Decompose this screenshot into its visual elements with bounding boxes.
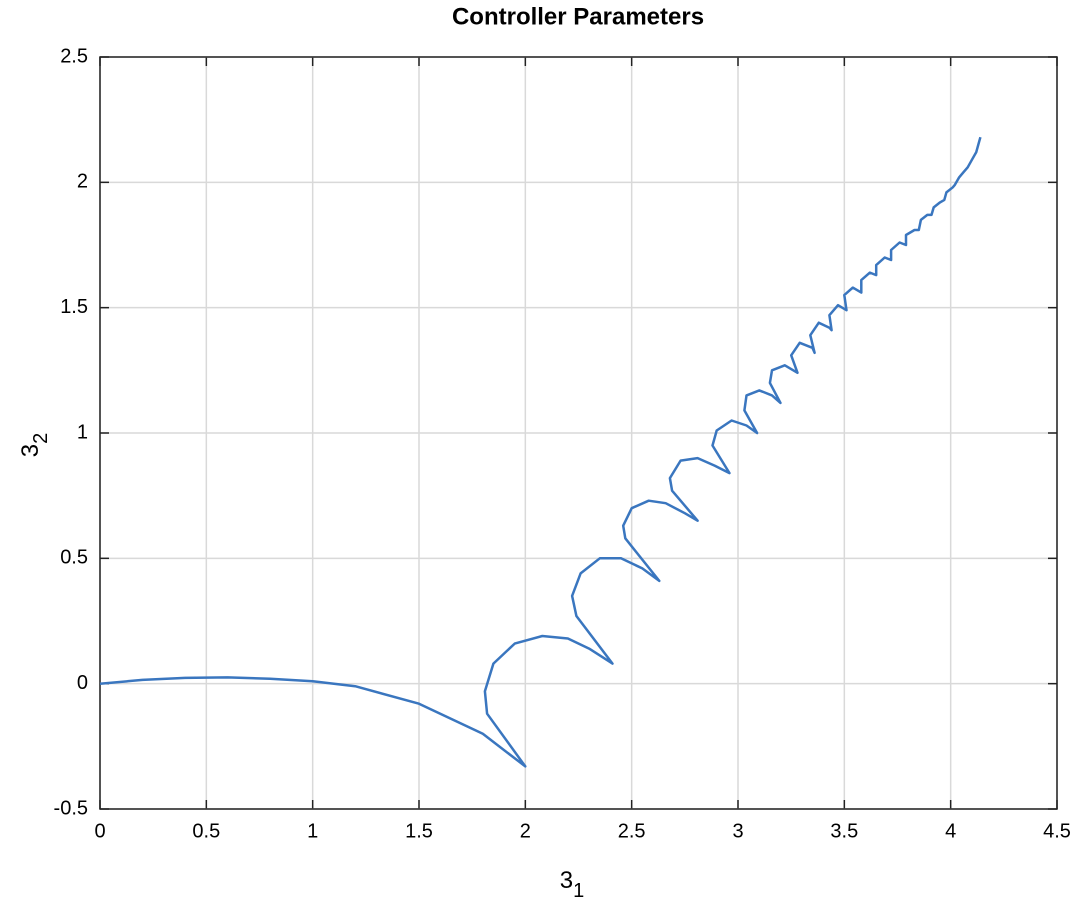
x-tick-label: 1.5 — [405, 820, 433, 842]
x-axis-label-sub: 1 — [573, 880, 584, 902]
y-tick-label: 2 — [77, 171, 88, 193]
y-tick-label: 1 — [77, 421, 88, 443]
x-axis-label-base: 3 — [560, 867, 573, 894]
y-tick-label: 2.5 — [60, 45, 88, 67]
x-axis-label: 31 — [560, 867, 584, 902]
x-tick-label: 0 — [94, 820, 105, 842]
y-tick-label: -0.5 — [54, 797, 88, 819]
y-axis-label-base: 3 — [17, 444, 44, 457]
x-tick-label: 0.5 — [192, 820, 220, 842]
x-tick-label: 2 — [520, 820, 531, 842]
x-tick-label: 4 — [945, 820, 956, 842]
data-line — [99, 136, 982, 768]
plot-frame — [99, 56, 1058, 810]
y-tick-label: 0.5 — [60, 547, 88, 569]
x-tick-label: 4.5 — [1043, 820, 1071, 842]
chart-title: Controller Parameters — [452, 3, 704, 30]
x-tick-label: 3 — [732, 820, 743, 842]
y-axis-label-sub: 2 — [30, 433, 52, 444]
y-tick-label: 0 — [77, 672, 88, 694]
x-tick-label: 1 — [307, 820, 318, 842]
x-tick-label: 3.5 — [830, 820, 858, 842]
y-axis-label: 32 — [17, 433, 52, 457]
x-tick-label: 2.5 — [618, 820, 646, 842]
y-tick-label: 1.5 — [60, 296, 88, 318]
